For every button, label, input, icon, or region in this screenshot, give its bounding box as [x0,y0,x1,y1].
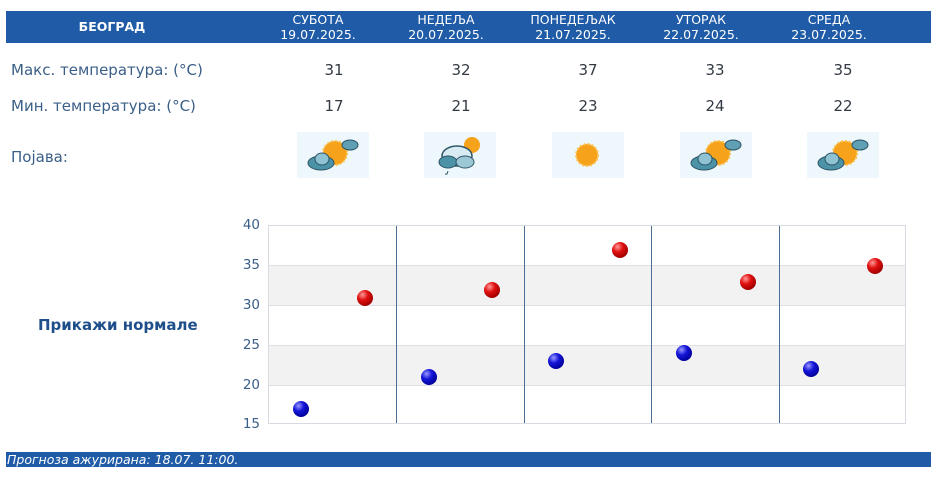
min-temp-point [675,345,692,362]
max-temp-value: 31 [324,61,344,79]
y-tick: 30 [242,297,260,313]
day-name: НЕДЕЉА [417,12,475,27]
max-temp-label: Макс. температура: (°C) [11,61,203,79]
min-temp-value: 17 [324,97,344,115]
day-name: СУБОТА [292,12,344,27]
day-divider [524,226,525,423]
forecast-header-bar: БЕОГРАД СУБОТА 19.07.2025. НЕДЕЉА 20.07.… [6,11,931,43]
max-temp-value: 32 [451,61,471,79]
city-name: БЕОГРАД [78,19,146,34]
day-header-5: СРЕДА 23.07.2025. [765,12,893,42]
day-date: 20.07.2025. [408,27,484,42]
min-temp-value: 23 [578,97,598,115]
day-divider [396,226,397,423]
day-name: УТОРАК [675,12,727,27]
day-date: 21.07.2025. [535,27,611,42]
y-tick: 15 [242,416,260,432]
sunny-icon [552,132,624,178]
day-divider [651,226,652,423]
min-temp-point [548,353,565,370]
day-date: 19.07.2025. [280,27,356,42]
day-date: 23.07.2025. [791,27,867,42]
grid-line [269,345,905,346]
updated-text: Прогноза ажурирана: 18.07. 11:00. [7,452,239,467]
day-name: ПОНЕДЕЉАК [530,12,616,27]
day-header-2: НЕДЕЉА 20.07.2025. [382,12,510,42]
max-temp-point [611,241,628,258]
y-tick: 25 [242,337,260,353]
min-temp-value: 21 [451,97,471,115]
partly-cloudy-sun-icon [680,132,752,178]
max-temp-point [484,281,501,298]
y-tick: 35 [242,257,260,273]
day-name: СРЕДА [807,12,851,27]
y-tick: 20 [242,377,260,393]
min-temp-point [803,361,820,378]
day-divider [779,226,780,423]
y-tick: 40 [242,217,260,233]
max-temp-point [867,257,884,274]
grid-line [269,385,905,386]
day-header-1: СУБОТА 19.07.2025. [254,12,382,42]
max-temp-value: 35 [833,61,853,79]
min-temp-value: 22 [833,97,853,115]
min-temp-point [420,369,437,386]
day-header-3: ПОНЕДЕЉАК 21.07.2025. [509,12,637,42]
day-header-4: УТОРАК 22.07.2025. [637,12,765,42]
partly-cloudy-sun-icon [297,132,369,178]
max-temp-point [356,289,373,306]
partly-cloudy-sun-icon [807,132,879,178]
grid-band [269,265,905,305]
cloudy-light-rain-icon [424,132,496,178]
min-temp-label: Мин. температура: (°C) [11,97,196,115]
phenomenon-label: Појава: [11,148,68,166]
min-temp-value: 24 [705,97,725,115]
show-normals-link[interactable]: Прикажи нормале [38,316,198,334]
grid-line [269,265,905,266]
min-temp-point [292,401,309,418]
grid-line [269,305,905,306]
max-temp-point [739,273,756,290]
max-temp-value: 37 [578,61,598,79]
day-date: 22.07.2025. [663,27,739,42]
max-temp-value: 33 [705,61,725,79]
temperature-chart [268,225,906,424]
grid-band [269,345,905,385]
forecast-updated-bar: Прогноза ажурирана: 18.07. 11:00. [6,452,931,467]
